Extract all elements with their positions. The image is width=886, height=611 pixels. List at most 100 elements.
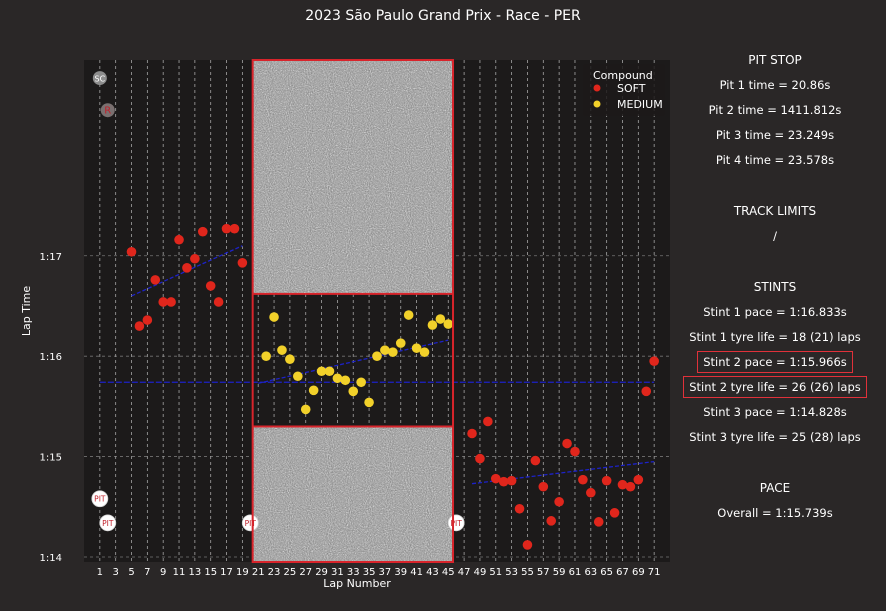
x-tick-label: 23 (268, 567, 281, 578)
legend-box (583, 64, 665, 116)
highlight-region (251, 59, 455, 563)
soft-lap-point (174, 234, 184, 245)
grid (84, 60, 670, 562)
soft-lap-point (641, 386, 652, 397)
pace-heading: PACE (759, 481, 791, 495)
medium-lap-point (411, 343, 422, 353)
x-tick-label: 45 (442, 567, 455, 578)
medium-lap-point (293, 371, 303, 382)
soft-lap-point (134, 321, 145, 331)
x-tick-label: 37 (379, 567, 392, 578)
soft-lap-point (522, 540, 533, 550)
x-tick-label: 13 (188, 567, 201, 578)
track-limits-heading: TRACK LIMITS (733, 204, 817, 218)
soft-lap-point (625, 481, 636, 492)
chart-title: 2023 São Paulo Grand Prix - Race - PER (305, 8, 581, 24)
soft-lap-point (475, 453, 485, 464)
x-tick-label: 47 (458, 567, 471, 578)
soft-lap-point (617, 479, 628, 490)
soft-lap-point (190, 253, 200, 264)
x-tick-label: 25 (284, 567, 297, 578)
x-tick-label: 17 (220, 567, 233, 578)
soft-lap-point (546, 516, 557, 526)
soft-lap-point (197, 226, 208, 237)
x-tick-label: 43 (426, 567, 439, 578)
data-points (126, 223, 659, 550)
soft-lap-point (213, 297, 224, 307)
soft-lap-point (483, 416, 493, 427)
pit-marker-label: PIT (102, 519, 114, 528)
soft-lap-point (467, 428, 477, 439)
medium-lap-point (348, 386, 359, 397)
soft-lap-point (562, 438, 572, 449)
stint-1-pace: Stint 1 pace = 1:16.833s (703, 305, 847, 319)
medium-lap-point (316, 366, 327, 377)
stints-heading: STINTS (753, 280, 797, 294)
medium-lap-point (427, 320, 438, 330)
side-panel: PIT STOP Pit 1 time = 20.86s Pit 2 time … (670, 48, 880, 526)
x-tick-label: 41 (410, 567, 423, 578)
x-tick-label: 15 (204, 567, 217, 578)
stint-3-pace: Stint 3 pace = 1:14.828s (703, 405, 847, 419)
medium-lap-point (388, 347, 398, 357)
legend-swatch-medium (593, 100, 601, 108)
medium-lap-point (332, 373, 343, 384)
soft-lap-point (126, 246, 137, 257)
x-tick-label: 63 (584, 567, 597, 578)
soft-lap-point (158, 297, 168, 307)
x-tick-label: 3 (112, 567, 118, 578)
soft-lap-point (498, 476, 509, 487)
x-tick-label: 57 (537, 567, 550, 578)
track-limits-value: / (773, 229, 777, 243)
x-tick-label: 11 (173, 567, 186, 578)
pit-marker-label: PIT (451, 519, 463, 528)
x-tick-label: 19 (236, 567, 249, 578)
x-tick-label: 9 (160, 567, 166, 578)
soft-lap-point (490, 473, 501, 484)
soft-lap-point (514, 503, 525, 514)
soft-lap-point (538, 481, 549, 492)
medium-lap-point (403, 310, 414, 320)
medium-lap-point (269, 312, 279, 322)
y-tick-label: 1:15 (40, 453, 62, 464)
soft-lap-point (166, 297, 176, 307)
x-tick-label: 49 (474, 567, 487, 578)
pit-marker (99, 514, 117, 532)
highlight-border (251, 59, 455, 563)
x-tick-label: 1 (97, 567, 103, 578)
soft-lap-point (578, 474, 588, 485)
medium-lap-point (395, 338, 406, 348)
legend-title: Compound (593, 69, 653, 82)
x-tick-label: 39 (394, 567, 407, 578)
soft-lap-point (601, 475, 612, 486)
soft-lap-point (221, 223, 232, 234)
soft-lap-point (649, 356, 659, 367)
safety-car-marker (92, 71, 107, 86)
safety-car-label: SC (95, 75, 106, 84)
soft-lap-point (593, 517, 604, 527)
medium-lap-point (419, 347, 430, 357)
medium-lap-point (324, 366, 335, 377)
noise-regions (252, 60, 454, 562)
legend-label-medium: MEDIUM (617, 98, 663, 111)
medium-lap-point (372, 351, 382, 361)
medium-lap-point (285, 354, 295, 364)
medium-lap-point (300, 404, 311, 415)
pit-stop-heading: PIT STOP (748, 53, 802, 67)
x-tick-label: 67 (616, 567, 629, 578)
soft-lap-point (182, 263, 192, 273)
legend-swatch-soft (593, 84, 601, 92)
x-tick-label: 35 (363, 567, 376, 578)
medium-lap-point (435, 314, 446, 324)
pit-marker-label: PIT (94, 495, 106, 504)
x-tick-label: 65 (600, 567, 613, 578)
medium-lap-point (277, 345, 287, 355)
pit-marker-label: PIT (245, 519, 257, 528)
soft-lap-point (150, 275, 161, 285)
soft-lap-point (609, 508, 620, 518)
x-tick-label: 33 (347, 567, 360, 578)
x-tick-label: 55 (521, 567, 534, 578)
noise-region (252, 426, 454, 562)
pit-1-time: Pit 1 time = 20.86s (719, 78, 831, 92)
